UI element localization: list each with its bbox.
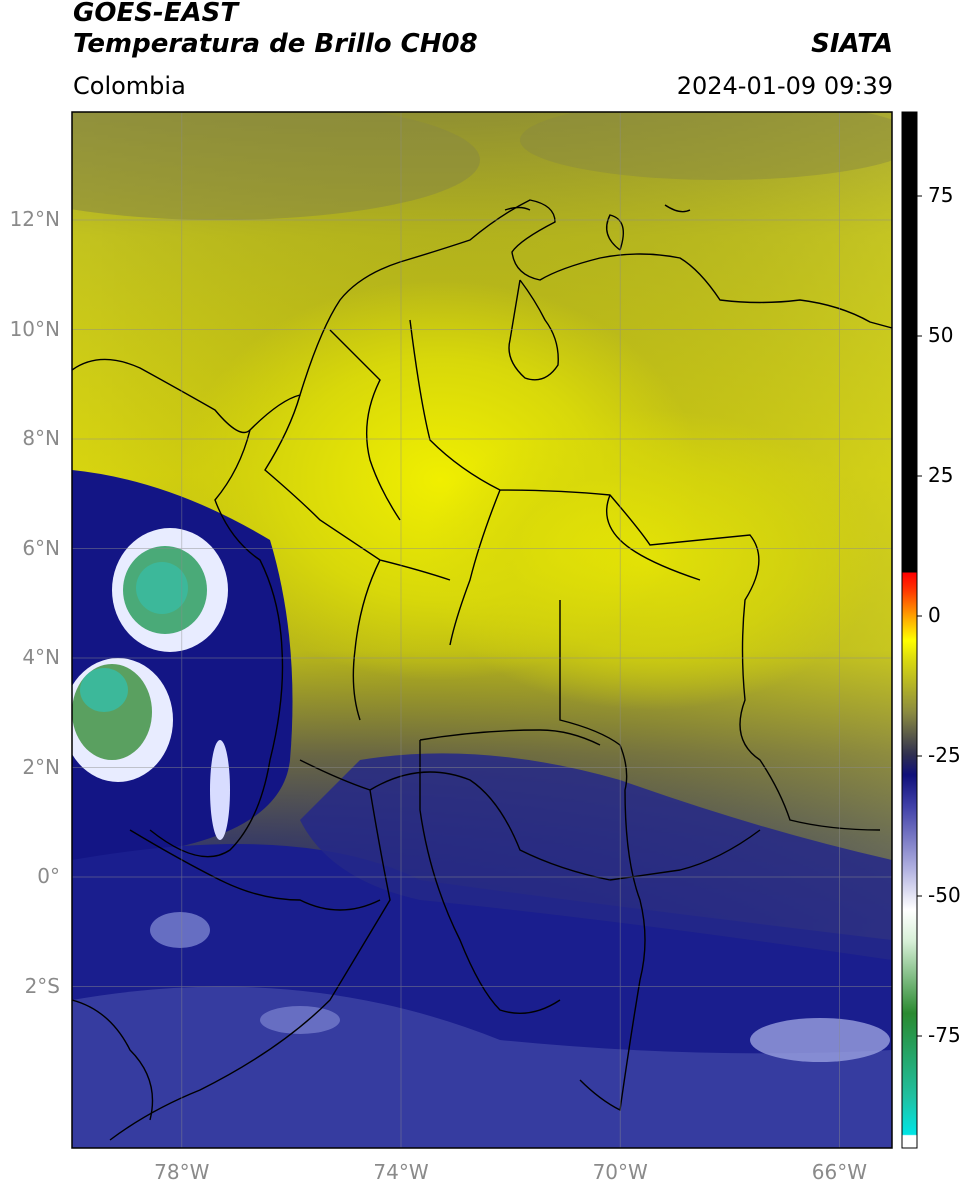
- lat-label: 0°: [37, 864, 60, 888]
- lat-label: 8°N: [22, 426, 60, 450]
- lat-label: 4°N: [22, 645, 60, 669]
- lon-label: 66°W: [811, 1160, 867, 1184]
- map-frame: [71, 111, 893, 1149]
- brightness-temperature-field: [72, 112, 892, 1148]
- colorbar-tick-label: -50: [928, 883, 961, 907]
- colorbar-tick-label: -25: [928, 743, 961, 767]
- colorbar-tick-label: -75: [928, 1023, 961, 1047]
- colorbar: [902, 112, 917, 1148]
- gridlines: [72, 112, 892, 1148]
- region-label: Colombia: [73, 72, 186, 100]
- colorbar-tick-label: 25: [928, 463, 954, 487]
- org-label: SIATA: [811, 29, 893, 59]
- lat-label: 12°N: [9, 207, 60, 231]
- colorbar-frame: [901, 111, 918, 1149]
- lat-label: 2°S: [24, 973, 60, 998]
- lat-label: 10°N: [9, 316, 60, 341]
- colorbar-tick-label: 50: [928, 323, 954, 347]
- borders: [72, 199, 892, 1141]
- datetime-label: 2024-01-09 09:39: [676, 72, 893, 100]
- lat-label: 6°N: [22, 535, 60, 560]
- lon-label: 78°W: [154, 1160, 210, 1184]
- colorbar-tick-label: 0: [928, 603, 941, 627]
- lon-label: 74°W: [373, 1160, 429, 1184]
- product-title: Temperatura de Brillo CH08: [73, 29, 478, 59]
- colorbar-tick-label: 75: [928, 183, 954, 207]
- colorbar-ticks: [917, 195, 922, 1037]
- lon-label: 70°W: [592, 1160, 648, 1184]
- satellite-title: GOES-EAST: [73, 0, 239, 28]
- lat-label: 2°N: [22, 754, 60, 779]
